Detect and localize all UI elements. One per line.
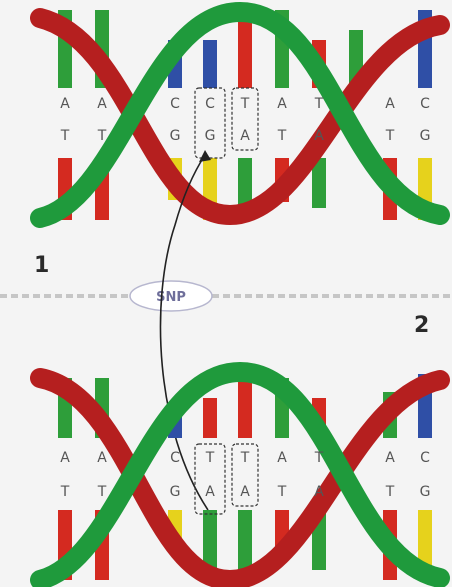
bottom-base-letters-panel-2: T T G A A T A T G — [60, 484, 431, 500]
red-backbone — [30, 368, 450, 587]
base-letter: T — [205, 450, 215, 466]
base-bar — [203, 398, 217, 438]
base-letter: T — [97, 128, 107, 144]
base-letter: T — [240, 96, 250, 112]
base-letter: A — [385, 450, 395, 466]
base-letter: A — [205, 484, 215, 500]
base-letter: T — [97, 484, 107, 500]
base-letter: T — [60, 128, 70, 144]
base-bar — [312, 158, 326, 208]
snp-arrow — [159, 154, 209, 511]
green-backbone — [30, 361, 450, 587]
red-backbone — [30, 8, 450, 226]
base-letter: G — [170, 484, 181, 500]
snp-label-bubble — [129, 280, 213, 312]
base-bar — [203, 40, 217, 88]
base-letter: A — [277, 96, 287, 112]
base-letter: G — [205, 128, 216, 144]
base-letter: T — [277, 484, 287, 500]
base-letter: C — [170, 450, 180, 466]
base-letter: T — [385, 128, 395, 144]
base-letter: A — [240, 484, 250, 500]
base-letter: G — [420, 128, 431, 144]
snp-highlight-box-panel-1 — [194, 87, 226, 159]
base-letter: C — [170, 96, 180, 112]
base-bar — [238, 10, 252, 88]
base-letter: T — [314, 96, 324, 112]
panel-number-1: 1 — [34, 253, 49, 278]
base-letter: A — [97, 450, 107, 466]
snp-highlight-box-panel-2 — [194, 443, 226, 515]
base-letter: A — [314, 484, 324, 500]
bottom-base-letters-panel-1: T T G G A T A T G — [60, 128, 431, 144]
base-letter: A — [385, 96, 395, 112]
base-letter: G — [170, 128, 181, 144]
snp-label: SNP — [156, 290, 186, 305]
snp-neighbor-box-panel-1 — [231, 87, 259, 151]
top-base-letters-panel-2: A A C T T A T A C — [60, 450, 430, 466]
base-letter: C — [420, 450, 430, 466]
base-letter: T — [277, 128, 287, 144]
base-bar — [238, 378, 252, 438]
base-letter: A — [277, 450, 287, 466]
dna-helix-panel-1: A A C C T A T A C T T G G A T A T G 1 — [30, 1, 450, 278]
green-backbone — [30, 1, 450, 228]
snp-neighbor-box-panel-2 — [231, 443, 259, 507]
base-letter: T — [60, 484, 70, 500]
base-bar — [203, 510, 217, 580]
base-letter: T — [240, 450, 250, 466]
snp-arrowhead — [199, 150, 211, 162]
base-letter: A — [60, 96, 70, 112]
panel-number-2: 2 — [414, 313, 429, 338]
dna-helix-panel-2: 2 A A C T — [30, 313, 450, 587]
base-letter: A — [240, 128, 250, 144]
base-letter: A — [314, 128, 324, 144]
base-letter: G — [420, 484, 431, 500]
base-letter: A — [97, 96, 107, 112]
top-base-letters-panel-1: A A C C T A T A C — [60, 96, 430, 112]
base-letter: T — [385, 484, 395, 500]
base-bar — [238, 510, 252, 580]
base-letter: A — [60, 450, 70, 466]
base-letter: C — [205, 96, 215, 112]
base-letter: C — [420, 96, 430, 112]
base-letter: T — [314, 450, 324, 466]
